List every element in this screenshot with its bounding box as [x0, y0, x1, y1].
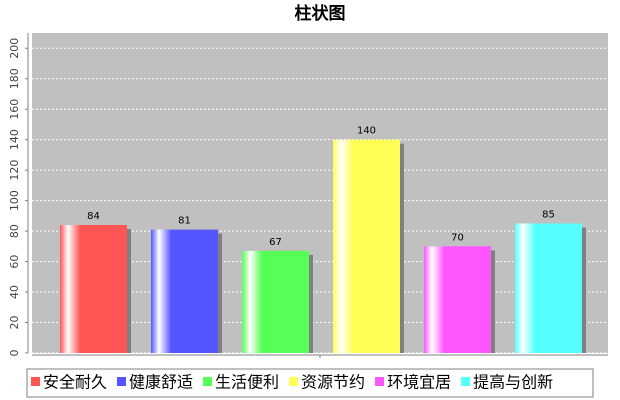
- chart-title: 柱状图: [295, 3, 346, 24]
- y-tick-label: 80: [8, 224, 21, 238]
- bar: [151, 229, 218, 353]
- bar: [60, 225, 127, 353]
- data-label: 140: [357, 126, 376, 137]
- y-tick-label: 20: [8, 316, 21, 330]
- y-tick-label: 200: [8, 38, 21, 59]
- legend-label: 健康舒适: [129, 373, 193, 392]
- data-label: 81: [178, 216, 191, 227]
- y-tick-label: 100: [8, 190, 21, 211]
- y-tick-label: 0: [8, 350, 21, 357]
- legend-swatch: [203, 377, 213, 386]
- data-label: 85: [542, 209, 555, 220]
- legend-swatch: [117, 377, 127, 386]
- bar: [424, 246, 491, 353]
- y-tick-label: 120: [8, 160, 21, 181]
- legend-label: 生活便利: [215, 373, 279, 392]
- data-label: 70: [451, 232, 464, 243]
- legend-swatch: [375, 377, 385, 386]
- bar: [242, 250, 309, 353]
- data-label: 67: [269, 237, 282, 248]
- legend-label: 提高与创新: [473, 373, 553, 392]
- y-tick-label: 60: [8, 255, 21, 269]
- bar: [515, 223, 582, 353]
- data-label: 84: [87, 211, 100, 222]
- legend-label: 资源节约: [301, 373, 365, 392]
- y-tick-label: 40: [8, 285, 21, 299]
- legend-swatch: [289, 377, 299, 386]
- y-tick-label: 160: [8, 99, 21, 120]
- legend-swatch: [461, 377, 471, 386]
- y-tick-label: 140: [8, 129, 21, 150]
- legend-label: 环境宜居: [387, 373, 451, 392]
- legend-swatch: [31, 377, 40, 386]
- y-tick-label: 180: [8, 68, 21, 89]
- legend-label: 安全耐久: [43, 373, 107, 392]
- bar: [333, 139, 400, 353]
